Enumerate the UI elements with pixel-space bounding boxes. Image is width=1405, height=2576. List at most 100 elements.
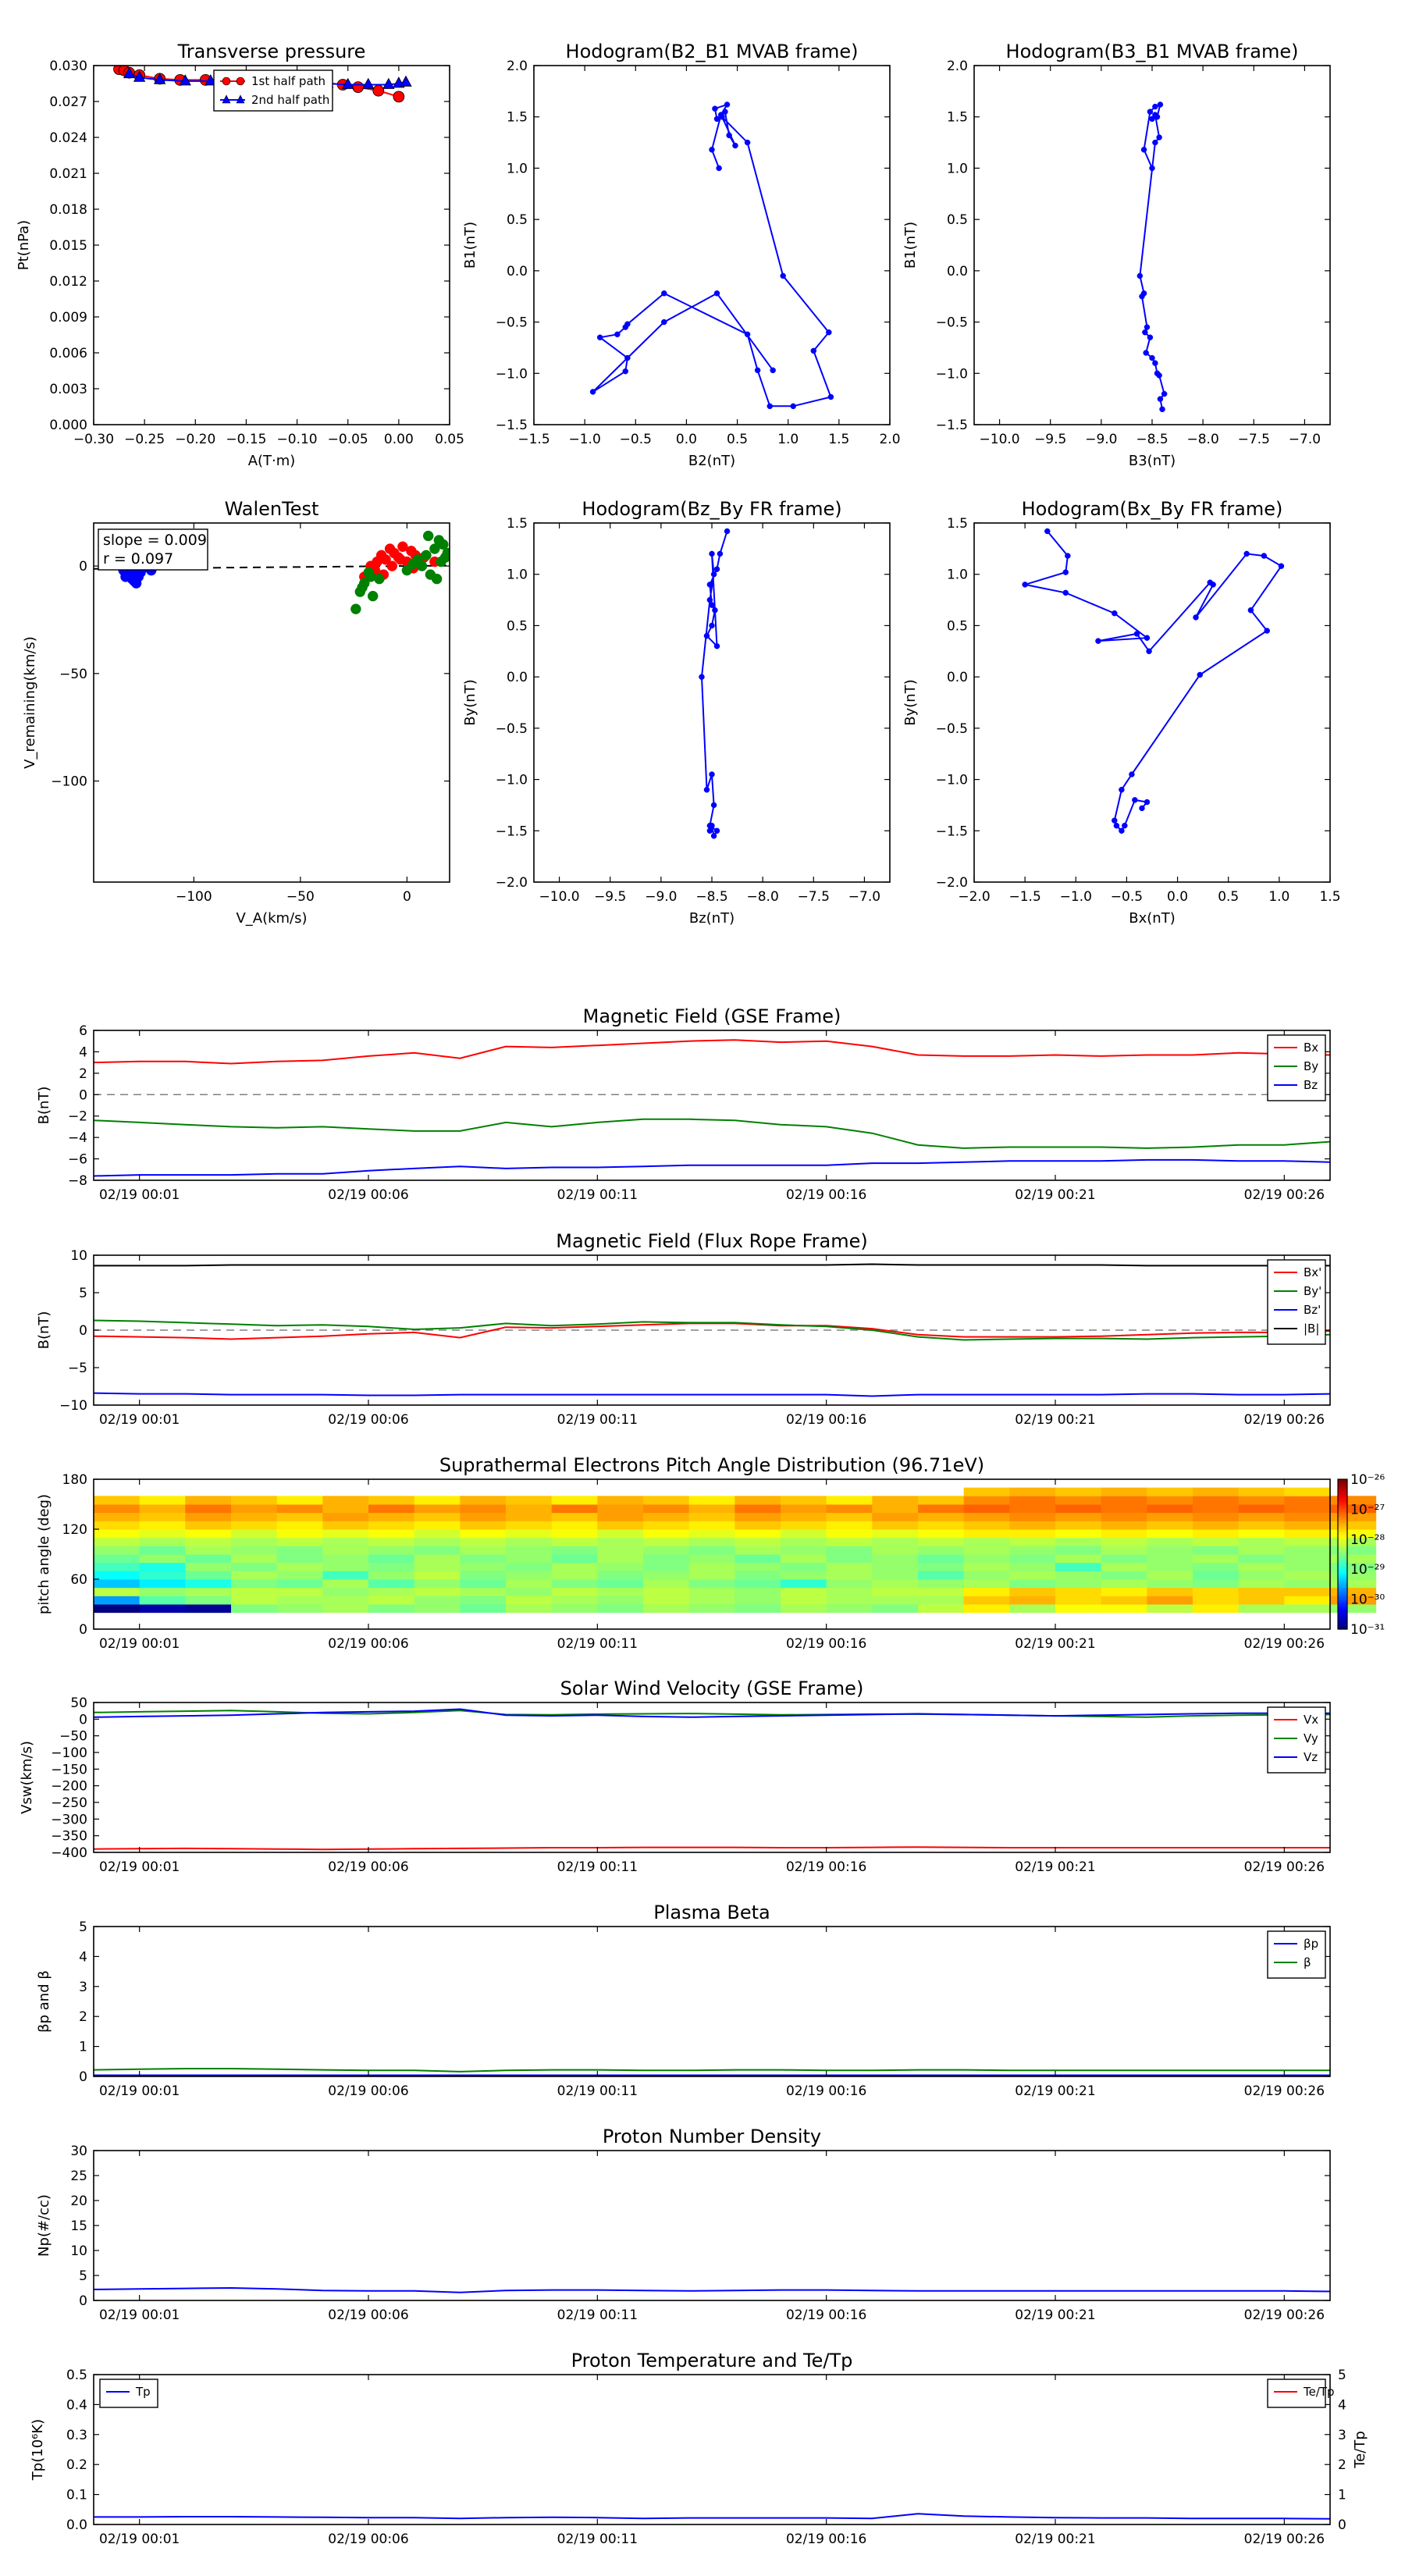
colorbar-step [1338, 1494, 1347, 1497]
x-tick-label: −8.0 [747, 889, 779, 905]
data-point [401, 564, 413, 576]
data-point [1062, 589, 1069, 596]
heatmap-cell [643, 1571, 690, 1580]
heatmap-cell [1055, 1529, 1102, 1539]
heatmap-cell [688, 1562, 735, 1571]
heatmap-cell [414, 1554, 461, 1564]
y-tick-label: −100 [51, 1745, 87, 1761]
colorbar-step [1338, 1614, 1347, 1617]
heatmap-cell [735, 1562, 781, 1571]
heatmap-cell [1009, 1554, 1056, 1564]
heatmap-cell [185, 1571, 232, 1580]
heatmap-cell [918, 1562, 965, 1571]
heatmap-cell [872, 1596, 919, 1605]
heatmap-cell [826, 1562, 873, 1571]
y-tick-label: 0.5 [507, 618, 528, 634]
heatmap-cell [597, 1546, 644, 1555]
heatmap-cell [551, 1521, 598, 1530]
y-tick-label: 5 [79, 1286, 87, 1301]
heatmap-cell [963, 1562, 1010, 1571]
heatmap-cell [1055, 1596, 1102, 1605]
slope-text: slope = 0.009 [103, 532, 207, 549]
x-tick-label: −10.0 [980, 432, 1020, 447]
heatmap-cell [918, 1604, 965, 1614]
heatmap-cell [872, 1504, 919, 1514]
data-point [386, 560, 398, 571]
heatmap-cell [826, 1579, 873, 1589]
y-tick-label: 1 [79, 2040, 87, 2055]
data-point [380, 554, 391, 565]
colorbar-step [1338, 1551, 1347, 1555]
time-tick-label: 02/19 00:06 [328, 1187, 408, 1203]
chart-title: Hodogram(B2_B1 MVAB frame) [566, 41, 859, 62]
heatmap-cell [1238, 1571, 1285, 1580]
time-tick-label: 02/19 00:16 [786, 1636, 866, 1652]
x-tick-label: −7.0 [848, 889, 880, 905]
colorbar-step [1338, 1521, 1347, 1525]
data-point [416, 560, 428, 571]
heatmap-cell [414, 1562, 461, 1571]
heatmap-cell [94, 1529, 140, 1539]
y-tick-label: −1.5 [936, 824, 968, 839]
time-tick-label: 02/19 00:26 [1244, 2083, 1325, 2099]
data-point [624, 354, 631, 361]
data-point [382, 77, 395, 89]
heatmap-cell [551, 1596, 598, 1605]
data-point [706, 596, 713, 603]
colorbar-label: 10⁻²⁹ [1350, 1562, 1385, 1578]
heatmap-cell [1193, 1529, 1240, 1539]
heatmap-cell [963, 1512, 1010, 1521]
annotation-box [98, 528, 208, 571]
time-tick-label: 02/19 00:21 [1015, 2083, 1095, 2099]
heatmap-cell [1193, 1504, 1240, 1514]
heatmap-cell [781, 1496, 827, 1505]
x-tick-label: 0 [403, 889, 411, 905]
heatmap-cell [643, 1529, 690, 1539]
heatmap-cell [368, 1571, 415, 1580]
data-point [1149, 354, 1155, 361]
colorbar-frame [1337, 1478, 1348, 1630]
legend-marker [222, 76, 231, 86]
data-point [827, 393, 834, 400]
heatmap-cell [1055, 1537, 1102, 1546]
heatmap-cell [1330, 1537, 1377, 1546]
heatmap-cell [414, 1587, 461, 1596]
y-tick-label: 1.0 [507, 161, 528, 176]
plot-frame [93, 1478, 1331, 1630]
heatmap-cell [94, 1579, 140, 1589]
heatmap-cell [597, 1562, 644, 1571]
legend-label: Te/Tp [1303, 2385, 1335, 2399]
colorbar-step [1338, 1599, 1347, 1603]
data-point [1147, 109, 1154, 115]
heatmap-cell [139, 1604, 186, 1614]
heatmap-cell [551, 1554, 598, 1564]
heatmap-cell [231, 1554, 278, 1564]
time-tick-label: 02/19 00:11 [557, 2532, 638, 2547]
data-point [1197, 671, 1203, 678]
legend-label: β [1304, 1955, 1311, 1969]
heatmap-cell [781, 1529, 827, 1539]
y-tick-label: 1.0 [947, 568, 968, 583]
heatmap-cell [276, 1579, 323, 1589]
heatmap-cell [1055, 1546, 1102, 1555]
heatmap-cell [1055, 1571, 1102, 1580]
data-point [1193, 614, 1199, 621]
data-point [810, 347, 817, 354]
colorbar-step [1338, 1486, 1347, 1490]
heatmap-cell [1284, 1487, 1331, 1496]
panel-pad: Suprathermal Electrons Pitch Angle Distr… [36, 1454, 1385, 1652]
time-tick-label: 02/19 00:01 [99, 2307, 180, 2323]
heatmap-cell [781, 1554, 827, 1564]
chart-title: Plasma Beta [653, 1902, 770, 1923]
series-line-0 [94, 2286, 1330, 2293]
y-tick-label: 0 [79, 1323, 87, 1339]
data-point [1142, 329, 1148, 336]
heatmap-cell [231, 1512, 278, 1521]
y-tick-label: −0.5 [496, 721, 528, 737]
legend: Te/Tp [1267, 2379, 1335, 2408]
legend-label: |B| [1304, 1322, 1319, 1336]
y-tick-label: −10 [59, 1398, 87, 1414]
heatmap-cell [781, 1521, 827, 1530]
heatmap-cell [506, 1504, 553, 1514]
heatmap-cell [1330, 1496, 1377, 1505]
